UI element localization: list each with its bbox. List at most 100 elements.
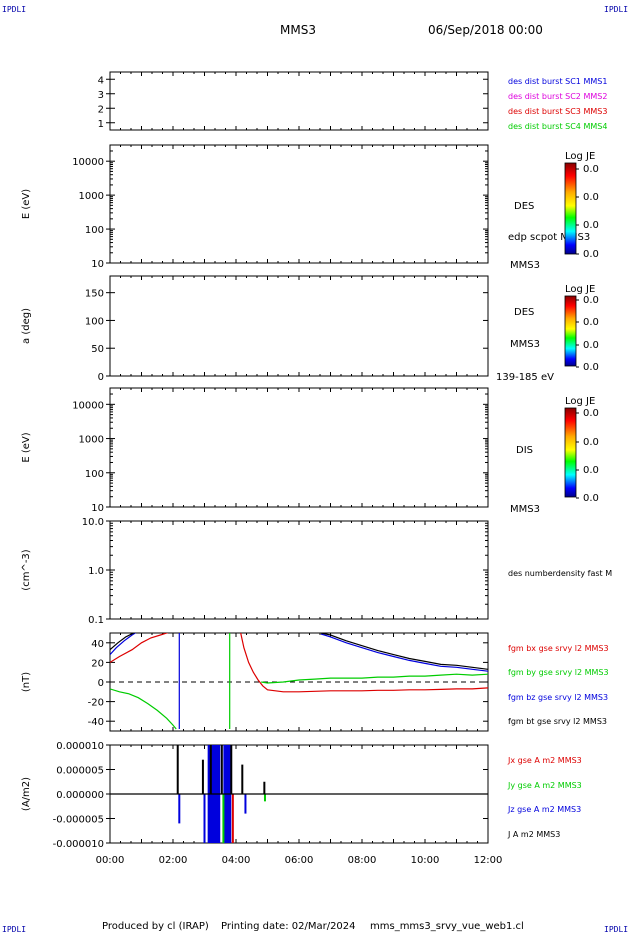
series-line	[110, 633, 169, 663]
y-axis-label: E (eV)	[21, 432, 32, 462]
legend-entry: des dist burst SC3 MMS3	[508, 107, 607, 116]
y-tick-label: 0	[98, 678, 104, 689]
y-tick-label: -40	[88, 717, 104, 728]
footer-printing: Printing date: 02/Mar/2024	[221, 921, 356, 932]
side-label: DIS	[516, 445, 533, 456]
panel-frame	[109, 144, 489, 264]
date-title: 06/Sep/2018 00:00	[428, 23, 543, 37]
x-tick-label: 02:00	[159, 855, 188, 866]
side-label: MMS3	[510, 260, 540, 271]
y-tick-label: 0.000010	[56, 741, 104, 752]
side-label: MMS3	[510, 339, 540, 350]
y-tick-label: 10000	[72, 157, 104, 168]
colorbar-tick-label: 0.0	[583, 192, 599, 203]
colorbar-tick-label: 0.0	[583, 164, 599, 175]
panel-des-energy: 10 100 1000 10000 E (eV) DES edp scpot MMS3 MMS…	[21, 144, 599, 271]
y-tick-label: 4	[98, 75, 104, 86]
legend-entry: fgm by gse srvy l2 MMS3	[508, 668, 609, 677]
x-tick-label: 08:00	[348, 855, 377, 866]
colorbar-tick-label: 0.0	[583, 220, 599, 231]
legend-entry: fgm bt gse srvy l2 MMS3	[508, 717, 607, 726]
x-tick-label: 00:00	[96, 855, 125, 866]
series-line	[110, 633, 136, 651]
y-tick-label: 100	[85, 225, 104, 236]
legend-entry: Jz gse A m2 MMS3	[507, 805, 581, 814]
panel-density: 0.1 1.0 10.0 (cm^-3) des numberdensity fast …	[21, 517, 612, 626]
series-line	[110, 688, 177, 730]
y-tick-label: 20	[91, 658, 104, 669]
y-axis-label: (nT)	[21, 672, 32, 692]
panel-magnetic-field: -40 -20 0 20 40 (nT) fgm bx gse srvy l2 MMS3 fg…	[21, 632, 609, 732]
legend-entry: fgm bz gse srvy l2 MMS3	[508, 693, 608, 702]
y-tick-label: 10000	[72, 400, 104, 411]
legend-entry: des dist burst SC4 MMS4	[508, 122, 607, 131]
y-tick-label: 50	[91, 344, 104, 355]
colorbar-tick-label: 0.0	[583, 362, 599, 373]
y-tick-label: -20	[88, 698, 104, 709]
corner-label-br: IPDLI	[604, 925, 628, 934]
y-tick-label: 1	[98, 119, 104, 130]
y-tick-label: 0	[98, 372, 104, 383]
x-tick-label: 04:00	[222, 855, 251, 866]
colorbar	[564, 295, 577, 367]
colorbar-title: Log JE	[565, 284, 595, 295]
legend-entry: fgm bx gse srvy l2 MMS3	[508, 644, 609, 653]
footer-produced: Produced by cl (IRAP)	[102, 921, 209, 932]
side-label: DES	[514, 307, 534, 318]
y-tick-label: -0.000005	[53, 815, 104, 826]
y-axis-label: (cm^-3)	[21, 549, 32, 590]
series-line	[240, 633, 488, 693]
y-tick-label: 150	[85, 289, 104, 300]
y-tick-label: 1000	[79, 435, 104, 446]
colorbar-tick-label: 0.0	[583, 493, 599, 504]
colorbar-tick-label: 0.0	[583, 295, 599, 306]
legend-entry: Jx gse A m2 MMS3	[507, 756, 582, 765]
corner-label-tr: IPDLI	[604, 5, 628, 14]
series-line	[110, 633, 137, 656]
y-tick-label: 0.1	[88, 615, 104, 626]
series-line	[229, 633, 231, 729]
legend-entry: Jy gse A m2 MMS3	[507, 781, 582, 790]
colorbar-tick-label: 0.0	[583, 408, 599, 419]
panel-frame	[109, 520, 489, 620]
panel-frame	[109, 275, 489, 377]
colorbar-tick-label: 0.0	[583, 437, 599, 448]
panel-frame	[109, 71, 489, 131]
y-axis-label: E (eV)	[21, 189, 32, 219]
plot-area	[110, 745, 488, 843]
y-tick-label: 40	[91, 639, 104, 650]
y-axis-label: a (deg)	[21, 308, 32, 344]
panel-burst: 1 2 3 4 des dist burst SC1 MMS1 des dist burs…	[98, 71, 607, 131]
y-tick-label: 3	[98, 90, 104, 101]
colorbar-tick-label: 0.0	[583, 249, 599, 260]
y-tick-label: 1.0	[88, 566, 104, 577]
footer-file: mms_mms3_srvy_vue_web1.cl	[370, 921, 524, 932]
legend-entry: des dist burst SC2 MMS2	[508, 92, 607, 101]
colorbar	[564, 162, 577, 255]
colorbar-tick-label: 0.0	[583, 317, 599, 328]
y-tick-label: 100	[85, 316, 104, 327]
x-tick-label: 12:00	[474, 855, 503, 866]
side-label: edp scpot MMS3	[508, 232, 590, 243]
series-line	[261, 673, 488, 684]
plot-area	[110, 633, 488, 730]
y-tick-label: 1000	[79, 191, 104, 202]
x-tick-label: 06:00	[285, 855, 314, 866]
legend-entry: des dist burst SC1 MMS1	[508, 77, 607, 86]
series-line	[320, 633, 488, 670]
y-tick-label: -0.000010	[53, 839, 104, 850]
legend-entry: des numberdensity fast M	[508, 569, 612, 578]
colorbar-title: Log JE	[565, 151, 595, 162]
colorbar-tick-label: 0.0	[583, 465, 599, 476]
side-label: DES	[514, 201, 534, 212]
panel-frame	[109, 387, 489, 508]
colorbar-tick-label: 0.0	[583, 340, 599, 351]
colorbar-title: Log JE	[565, 396, 595, 407]
y-tick-label: 10.0	[82, 517, 104, 528]
y-axis-label: (A/m2)	[21, 777, 32, 811]
corner-label-tl: IPDLI	[2, 5, 26, 14]
corner-label-bl: IPDLI	[2, 925, 26, 934]
side-label: MMS3	[510, 504, 540, 515]
